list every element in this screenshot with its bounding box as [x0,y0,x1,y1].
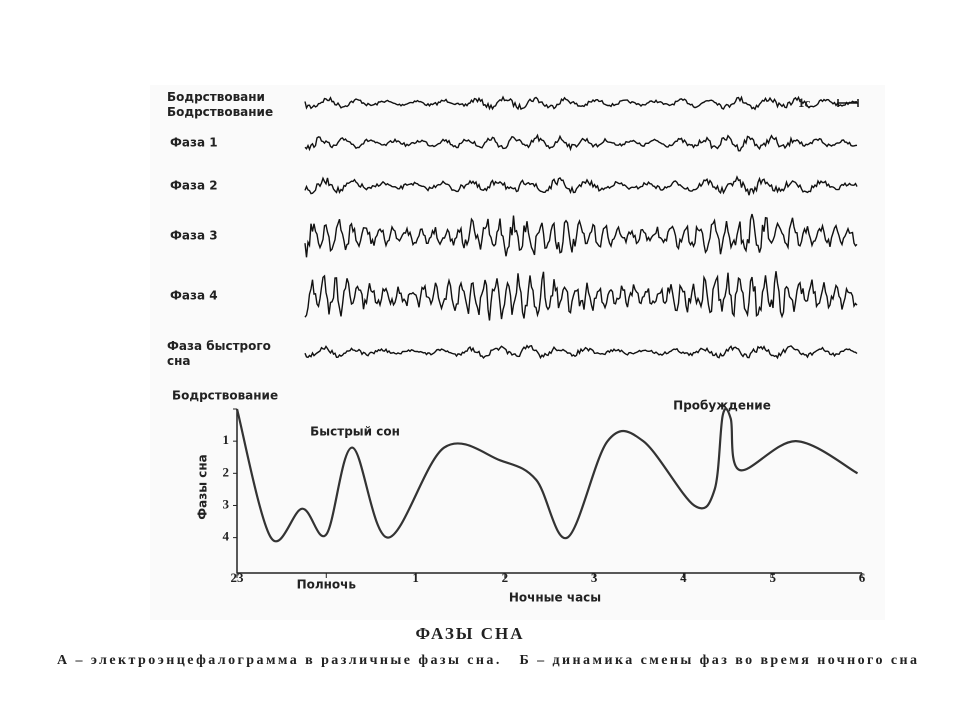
caption-title: ФАЗЫ СНА [415,624,524,643]
x-tick-label: 5 [769,570,776,585]
page: ФАЗЫ СНА А – электроэнцефалограмма в раз… [0,0,960,720]
y-tick-label: 2 [223,464,230,479]
caption-text: А – электроэнцефалограмма в различные фа… [57,653,917,668]
y-tick-label: 4 [223,529,230,544]
x-axis-label: Ночные часы [509,591,601,605]
figure-background [150,85,885,620]
trace-label: Фаза 4 [170,289,218,303]
x-tick-label: 2 [502,570,509,585]
annotation: Быстрый сон [310,425,400,439]
y-tick-label: 3 [223,496,230,511]
figure: ФАЗЫ СНА А – электроэнцефалограмма в раз… [0,0,960,720]
y-tick-label: Бодрствование [172,389,278,403]
x-tick-label: Полночь [297,578,357,592]
x-tick-label: 3 [591,570,598,585]
annotation: Пробуждение [673,399,771,413]
trace-label: Фаза 3 [170,229,218,243]
y-axis-label: Фазы сна [196,454,210,520]
x-tick-label: 1 [412,570,419,585]
x-tick-label: 4 [680,570,687,585]
trace-label: Бодрствовани Бодрствование [167,90,273,119]
trace-label: Фаза 2 [170,179,218,193]
trace-label: Фаза 1 [170,136,218,150]
x-tick-label: 6 [859,570,866,585]
x-tick-label: 23 [231,570,245,585]
scale-label: 1с [798,95,811,110]
y-tick-label: 1 [223,432,230,447]
